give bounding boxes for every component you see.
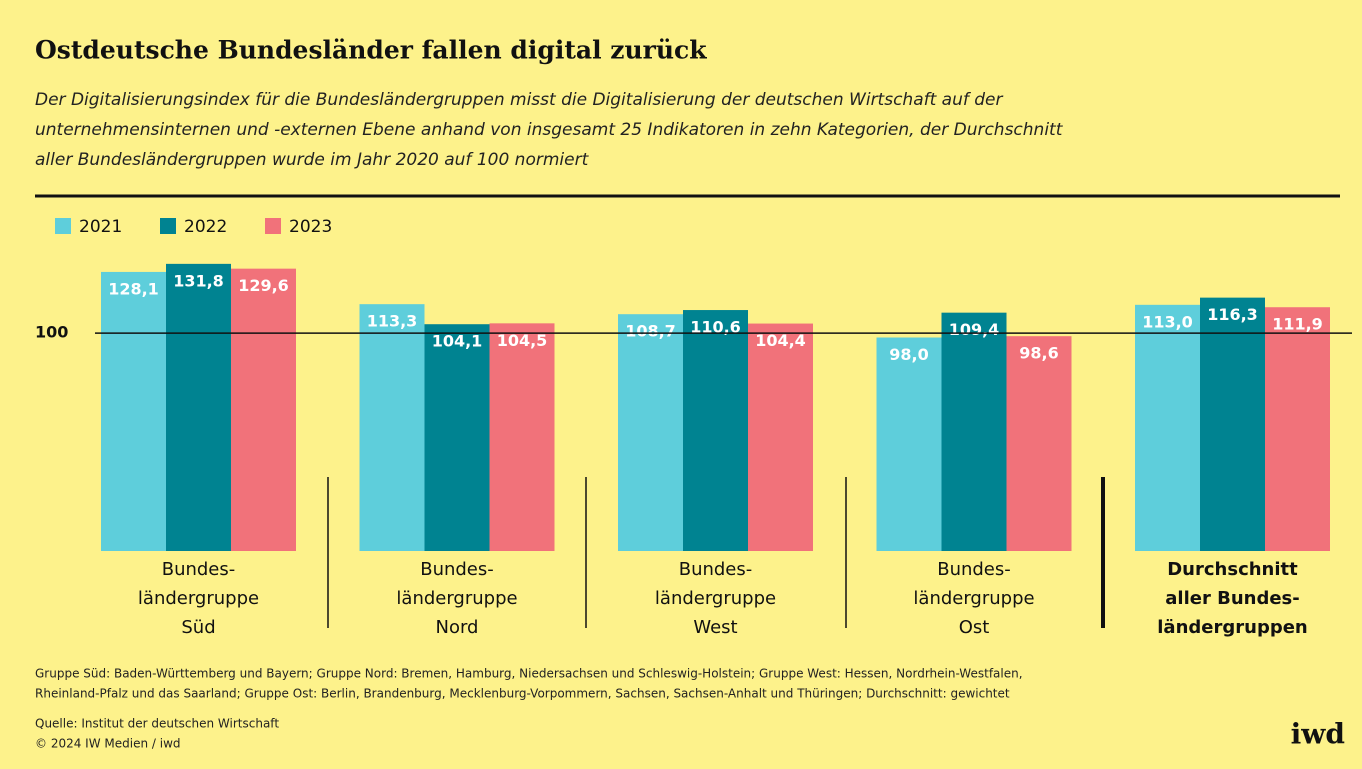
bar: [424, 324, 490, 551]
legend-swatch: [265, 218, 281, 234]
bar: [1135, 304, 1200, 551]
legend-swatch: [55, 218, 71, 234]
data-label: 113,3: [367, 312, 418, 331]
bar: [101, 271, 166, 551]
x-tick-label: Bundes-: [679, 559, 753, 580]
data-label: 104,4: [755, 331, 806, 350]
data-label: 129,6: [238, 276, 289, 295]
x-tick-label: Bundes-: [937, 559, 1011, 580]
bar: [876, 337, 942, 551]
data-label: 108,7: [625, 322, 676, 341]
bar: [941, 312, 1007, 551]
bar: [1200, 297, 1265, 551]
data-label: 110,6: [690, 318, 741, 337]
x-tick-label: ländergruppen: [1157, 617, 1307, 638]
x-tick-label: ländergruppe: [138, 588, 259, 609]
x-tick-label: ländergruppe: [655, 588, 776, 609]
bar: [1006, 336, 1072, 551]
data-label: 116,3: [1207, 305, 1258, 324]
legend-label: 2023: [289, 217, 332, 237]
legend-label: 2022: [184, 217, 227, 237]
y-tick-label: 100: [35, 323, 68, 342]
x-tick-label: Bundes-: [162, 559, 236, 580]
x-tick-label: Süd: [181, 617, 215, 638]
bar: [359, 304, 425, 551]
bar: [166, 263, 231, 551]
x-tick-label: Bundes-: [420, 559, 494, 580]
chart-title: Ostdeutsche Bundesländer fallen digital …: [35, 36, 707, 65]
legend-swatch: [160, 218, 176, 234]
bar: [618, 314, 683, 551]
source: Quelle: Institut der deutschen Wirtschaf…: [35, 717, 279, 731]
footnote: Gruppe Süd: Baden-Württemberg und Bayern…: [35, 667, 1023, 681]
data-label: 131,8: [173, 271, 224, 290]
x-tick-label: aller Bundes-: [1165, 588, 1299, 609]
data-label: 104,1: [432, 332, 483, 351]
bar: [683, 310, 748, 551]
legend-label: 2021: [79, 217, 122, 237]
x-tick-label: Nord: [436, 617, 479, 638]
bar: [489, 323, 555, 551]
logo: iwd: [1291, 718, 1345, 751]
bar: [748, 323, 813, 551]
data-label: 128,1: [108, 279, 159, 298]
copyright: © 2024 IW Medien / iwd: [35, 737, 181, 751]
x-tick-label: Ost: [959, 617, 990, 638]
footnote: Rheinland-Pfalz und das Saarland; Gruppe…: [35, 687, 1010, 701]
x-tick-label: Durchschnitt: [1167, 559, 1298, 580]
data-label: 113,0: [1142, 312, 1193, 331]
data-label: 111,9: [1272, 315, 1323, 334]
x-tick-label: West: [693, 617, 737, 638]
data-label: 98,6: [1019, 344, 1058, 363]
data-label: 109,4: [949, 320, 1000, 339]
subtitle: unternehmensinternen und -externen Ebene…: [35, 120, 1064, 140]
subtitle: aller Bundesländergruppen wurde im Jahr …: [35, 150, 590, 170]
data-label: 98,0: [889, 345, 928, 364]
bar: [231, 268, 296, 551]
x-tick-label: ländergruppe: [396, 588, 517, 609]
bar: [1265, 307, 1330, 551]
data-label: 104,5: [497, 331, 548, 350]
x-tick-label: ländergruppe: [913, 588, 1034, 609]
subtitle: Der Digitalisierungsindex für die Bundes…: [35, 90, 1004, 110]
